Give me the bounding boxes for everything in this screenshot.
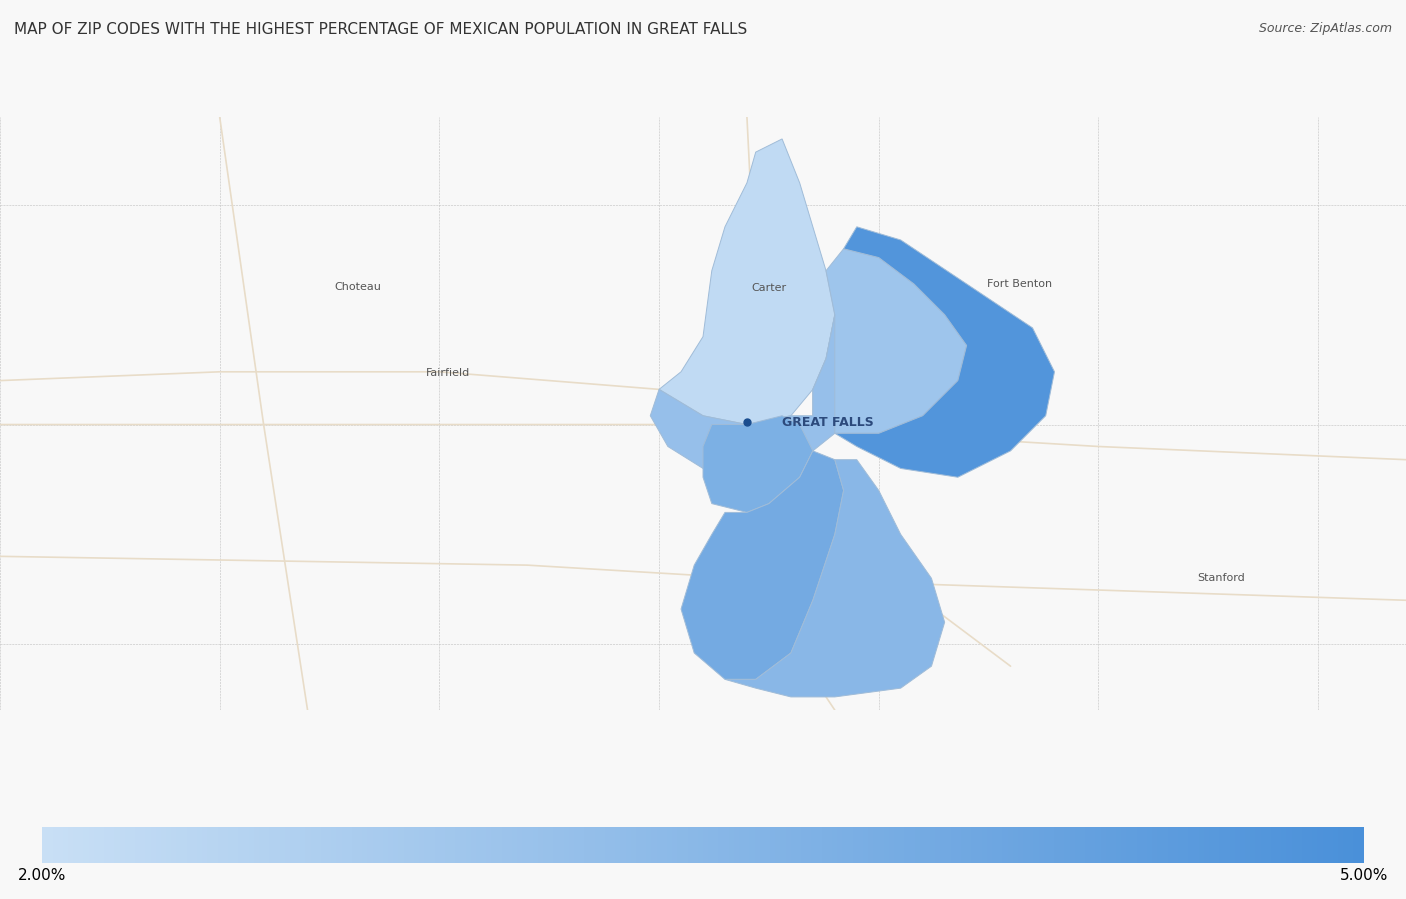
Text: GREAT FALLS: GREAT FALLS xyxy=(782,416,875,429)
Text: Fort Benton: Fort Benton xyxy=(987,279,1052,289)
Polygon shape xyxy=(659,139,835,424)
Polygon shape xyxy=(813,249,967,433)
Polygon shape xyxy=(681,451,844,680)
Text: Source: ZipAtlas.com: Source: ZipAtlas.com xyxy=(1258,22,1392,35)
Text: Carter: Carter xyxy=(751,283,786,293)
Polygon shape xyxy=(725,459,945,697)
Text: MAP OF ZIP CODES WITH THE HIGHEST PERCENTAGE OF MEXICAN POPULATION IN GREAT FALL: MAP OF ZIP CODES WITH THE HIGHEST PERCEN… xyxy=(14,22,748,38)
Text: Stanford: Stanford xyxy=(1198,574,1246,583)
Polygon shape xyxy=(703,415,813,512)
Text: Choteau: Choteau xyxy=(335,282,381,292)
Polygon shape xyxy=(835,227,1054,477)
Text: Fairfield: Fairfield xyxy=(426,368,470,378)
Polygon shape xyxy=(651,315,835,477)
